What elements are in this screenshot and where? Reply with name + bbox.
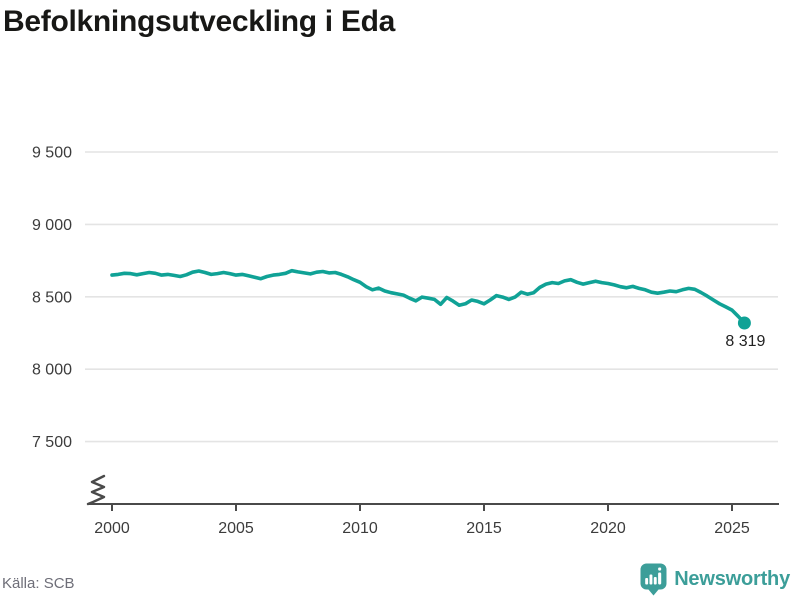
- y-axis-tick-labels: 9 500 9 000 8 500 8 000 7 500: [32, 145, 72, 452]
- x-tick-label: 2015: [466, 520, 502, 537]
- y-tick-label: 7 500: [32, 434, 72, 451]
- y-tick-label: 9 500: [32, 145, 72, 162]
- chart-title: Befolkningsutveckling i Eda: [3, 5, 395, 38]
- x-tick-label: 2025: [714, 520, 750, 537]
- x-tick-label: 2010: [342, 520, 378, 537]
- y-gridlines: [85, 151, 778, 443]
- source-label: Källa: SCB: [2, 575, 75, 592]
- newsworthy-bubble-chart-icon: [640, 563, 667, 596]
- last-point-marker-and-label: 8 319: [725, 316, 766, 350]
- y-tick-label: 8 500: [32, 289, 72, 306]
- x-tick-label: 2000: [94, 520, 130, 537]
- population-series-line: [110, 268, 747, 325]
- y-tick-label: 8 000: [32, 362, 72, 379]
- x-tick-label: 2005: [218, 520, 254, 537]
- x-tick-label: 2020: [590, 520, 626, 537]
- population-line: [110, 268, 747, 325]
- newsworthy-logo[interactable]: Newsworthy: [640, 563, 790, 596]
- last-point-value-label: 8 319: [725, 333, 765, 350]
- x-axis: [88, 503, 779, 511]
- y-axis-break-icon: [86, 474, 106, 506]
- last-point-marker: [737, 316, 751, 330]
- x-axis-tick-labels: 2000 2005 2010 2015 2020 2025: [94, 520, 750, 537]
- newsworthy-logo-text: Newsworthy: [674, 568, 790, 590]
- y-tick-label: 9 000: [32, 217, 72, 234]
